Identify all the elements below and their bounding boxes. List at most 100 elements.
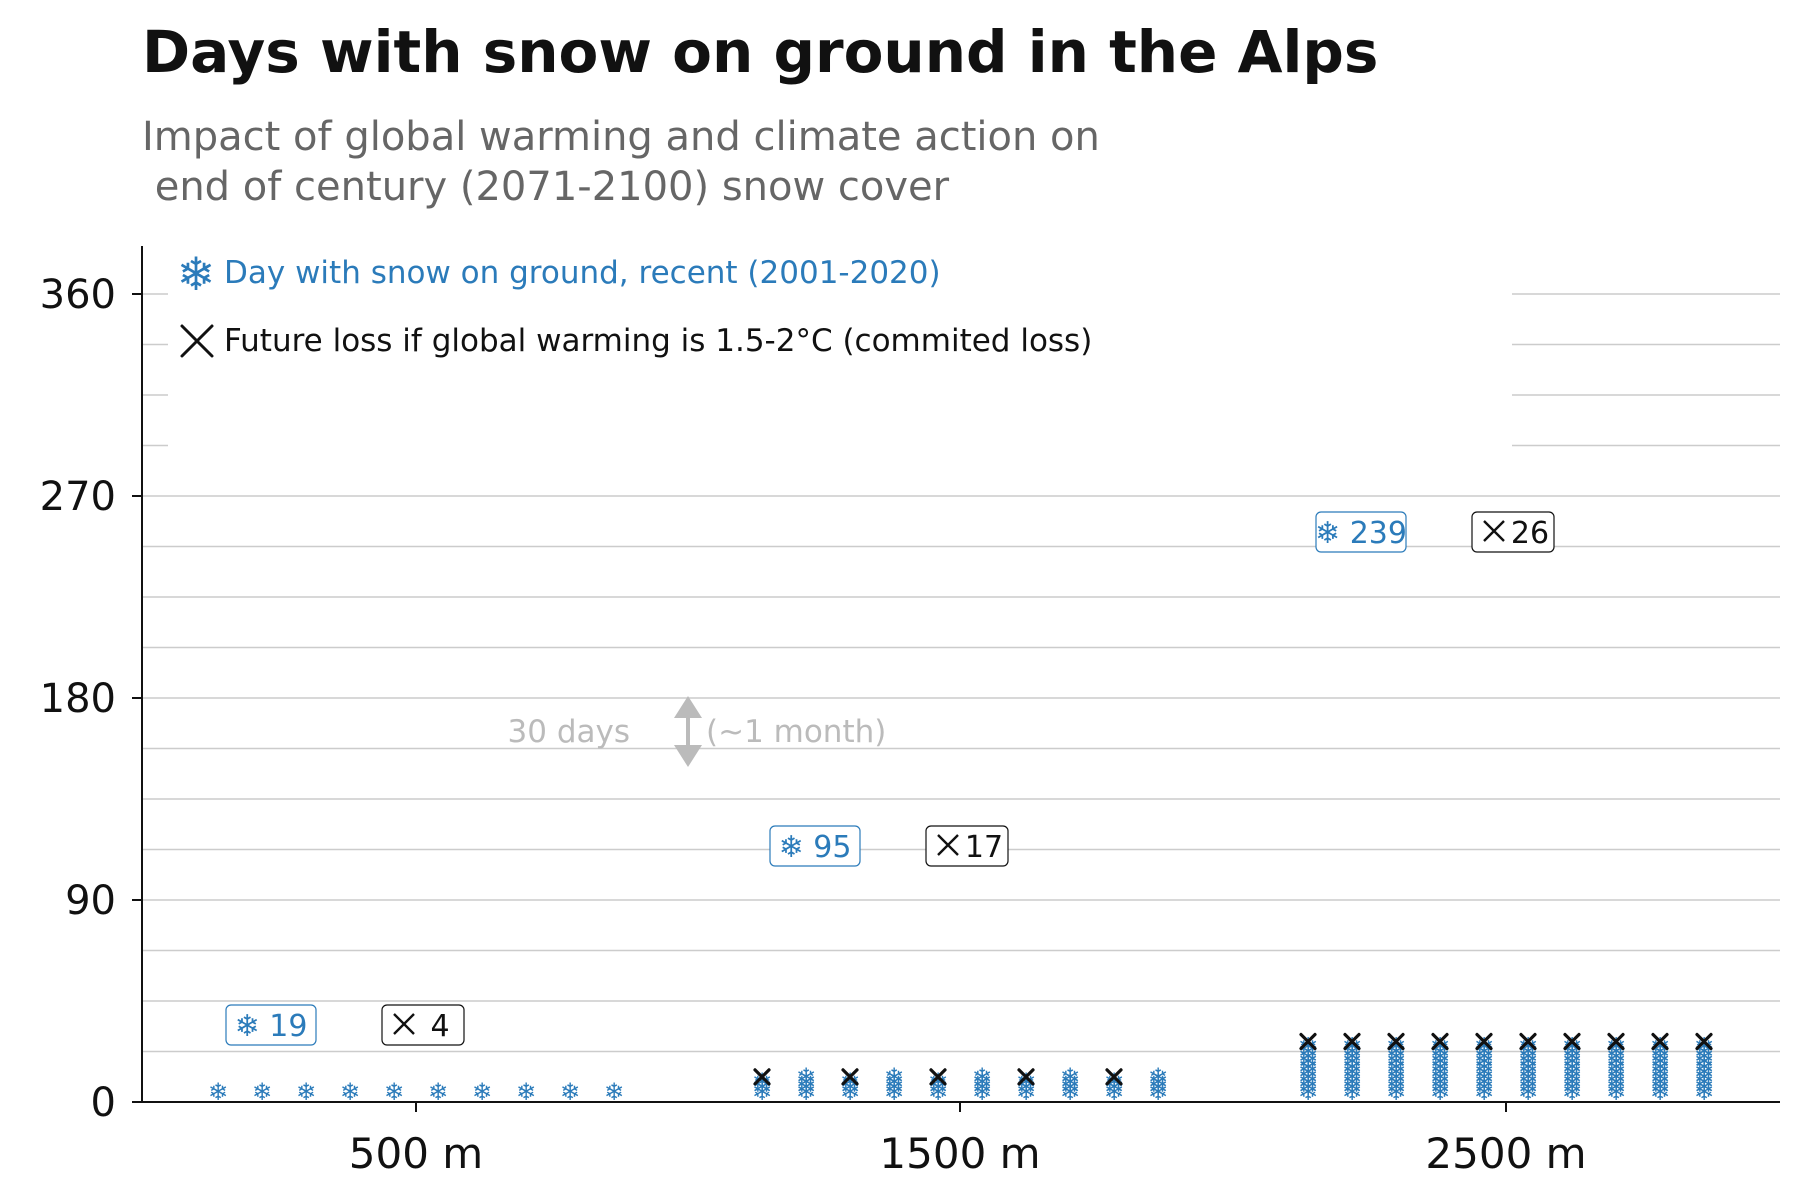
snow-mark: ❄ bbox=[1518, 1063, 1538, 1091]
snow-mark: ❄ bbox=[1650, 1043, 1670, 1071]
snow-mark: ❄ bbox=[840, 1078, 860, 1106]
loss-cross-path bbox=[1343, 1032, 1361, 1051]
snow-mark: ❄ bbox=[752, 1068, 772, 1096]
loss-cross-path bbox=[1607, 1032, 1625, 1051]
snow-mark: ❄ bbox=[1298, 1058, 1318, 1086]
snow-mark: ❄ bbox=[1518, 1058, 1538, 1086]
snow-mark: ❄ bbox=[1104, 1078, 1124, 1106]
snow-mark: ❄ bbox=[1430, 1068, 1450, 1096]
snow-mark: ❄ bbox=[1650, 1053, 1670, 1081]
snow-mark: ❄ bbox=[1386, 1058, 1406, 1086]
snow-mark: ❄ bbox=[1562, 1043, 1582, 1071]
snow-mark: ❄ bbox=[1430, 1063, 1450, 1091]
snow-mark: ❄ bbox=[1518, 1033, 1538, 1061]
snow-mark: ❄ bbox=[1694, 1058, 1714, 1086]
snow-mark: ❄ bbox=[1060, 1063, 1080, 1091]
snow-mark: ❄ bbox=[604, 1078, 624, 1106]
snow-mark: ❄ bbox=[1474, 1078, 1494, 1106]
snow-mark: ❄ bbox=[1650, 1073, 1670, 1101]
snow-mark: ❄ bbox=[1060, 1068, 1080, 1096]
waffle-marks: ❄ ❄ ❄ ❄ ❄ ❄ ❄ ❄ ❄ ❄ ❄❄❄ ❄❄❄❄❄❄❄ ❄❄❄❄❄❄❄ ❄❄❄❄❄❄❄ ❄❄❄❄❄❄… bbox=[208, 1033, 1714, 1106]
snow-mark: ❄ bbox=[1694, 1053, 1714, 1081]
snow-mark: ❄ bbox=[1148, 1063, 1168, 1091]
loss-cross bbox=[1475, 1032, 1493, 1051]
snow-mark: ❄ bbox=[1562, 1048, 1582, 1076]
snow-mark: ❄ bbox=[1430, 1048, 1450, 1076]
loss-cross bbox=[1563, 1032, 1581, 1051]
snow-mark: ❄ bbox=[1386, 1068, 1406, 1096]
snow-mark: ❄ bbox=[1518, 1068, 1538, 1096]
loss-cross-path bbox=[1563, 1032, 1581, 1051]
snow-mark: ❄ bbox=[1430, 1073, 1450, 1101]
snow-mark: ❄ bbox=[884, 1073, 904, 1101]
snow-mark: ❄ bbox=[884, 1078, 904, 1106]
snow-mark: ❄ bbox=[1694, 1033, 1714, 1061]
loss-cross-path bbox=[1519, 1032, 1537, 1051]
snow-mark: ❄ bbox=[1562, 1068, 1582, 1096]
x-tick-label: 2500 m bbox=[1425, 1129, 1586, 1178]
snow-mark: ❄ bbox=[1148, 1078, 1168, 1106]
legend-snow-label: Day with snow on ground, recent (2001-20… bbox=[224, 255, 941, 291]
snow-mark: ❄ bbox=[1386, 1073, 1406, 1101]
snow-mark: ❄ bbox=[1430, 1053, 1450, 1081]
snow-mark: ❄ bbox=[1342, 1063, 1362, 1091]
cross-icon bbox=[180, 324, 214, 358]
waffle-group: ❄❄❄❄❄❄❄❄❄❄❄❄❄❄❄❄❄❄❄❄❄❄❄❄❄❄❄❄❄❄❄❄❄❄❄❄❄❄❄❄… bbox=[1298, 1033, 1714, 1106]
snow-mark: ❄ bbox=[516, 1078, 536, 1106]
snow-mark: ❄ bbox=[1474, 1068, 1494, 1096]
loss-cross bbox=[1519, 1032, 1537, 1051]
snow-mark: ❄ bbox=[1694, 1063, 1714, 1091]
loss-label-box bbox=[925, 825, 1009, 867]
snow-mark: ❄ bbox=[1016, 1068, 1036, 1096]
loss-cross-path bbox=[841, 1068, 859, 1086]
snow-mark: ❄ bbox=[1342, 1068, 1362, 1096]
y-tick-label: 360 bbox=[40, 272, 116, 318]
snow-mark: ❄ bbox=[1104, 1068, 1124, 1096]
loss-cross bbox=[1431, 1032, 1449, 1051]
snow-mark: ❄ bbox=[1430, 1058, 1450, 1086]
loss-cross-path bbox=[1431, 1032, 1449, 1051]
snow-mark: ❄ bbox=[1342, 1053, 1362, 1081]
waffle-group: ❄❄❄ ❄❄❄❄❄❄❄ ❄❄❄❄❄❄❄ ❄❄❄❄❄❄❄ ❄❄❄❄❄❄❄ ❄❄❄❄ bbox=[752, 1063, 1168, 1106]
snow-mark: ❄ bbox=[1694, 1068, 1714, 1096]
snow-mark: ❄ bbox=[1562, 1063, 1582, 1091]
loss-cross bbox=[1105, 1068, 1123, 1086]
snow-mark: ❄ bbox=[1298, 1078, 1318, 1106]
snow-mark: ❄ bbox=[1562, 1058, 1582, 1086]
snow-mark: ❄ bbox=[1342, 1073, 1362, 1101]
snow-mark: ❄ bbox=[1386, 1033, 1406, 1061]
snow-mark: ❄ bbox=[1342, 1058, 1362, 1086]
snow-label-box bbox=[1315, 511, 1407, 553]
snow-value-label: ❄ 95 bbox=[779, 830, 852, 865]
axes bbox=[141, 246, 1780, 1103]
snow-mark: ❄ bbox=[796, 1068, 816, 1096]
snow-mark: ❄ bbox=[1518, 1073, 1538, 1101]
snow-mark: ❄ bbox=[1342, 1043, 1362, 1071]
loss-cross bbox=[1651, 1032, 1669, 1051]
snow-mark: ❄ bbox=[972, 1063, 992, 1091]
snow-mark: ❄ bbox=[1430, 1043, 1450, 1071]
snow-mark: ❄ bbox=[1386, 1063, 1406, 1091]
double-arrow-icon bbox=[674, 696, 702, 767]
snow-mark: ❄ bbox=[1474, 1033, 1494, 1061]
loss-cross-path bbox=[1475, 1032, 1493, 1051]
loss-value-label: 26 bbox=[1511, 516, 1549, 551]
snowflake-icon: ❄ bbox=[177, 247, 216, 301]
snow-mark: ❄ bbox=[1694, 1048, 1714, 1076]
snow-mark: ❄ bbox=[1694, 1073, 1714, 1101]
snow-mark: ❄ bbox=[1060, 1073, 1080, 1101]
snow-mark: ❄ bbox=[1606, 1073, 1626, 1101]
snow-mark: ❄ bbox=[252, 1078, 272, 1106]
scale-note-left: 30 days bbox=[508, 714, 630, 750]
snow-mark: ❄ bbox=[1650, 1058, 1670, 1086]
legend: ❄ Day with snow on ground, recent (2001-… bbox=[177, 247, 1093, 359]
snow-mark: ❄ bbox=[1474, 1043, 1494, 1071]
snow-mark: ❄ bbox=[1694, 1078, 1714, 1106]
snow-mark: ❄ bbox=[1298, 1053, 1318, 1081]
snow-mark: ❄ bbox=[1562, 1033, 1582, 1061]
snow-mark: ❄ bbox=[1518, 1078, 1538, 1106]
snow-mark: ❄ bbox=[384, 1078, 404, 1106]
snow-mark: ❄ bbox=[840, 1068, 860, 1096]
snow-mark: ❄ bbox=[1298, 1063, 1318, 1091]
